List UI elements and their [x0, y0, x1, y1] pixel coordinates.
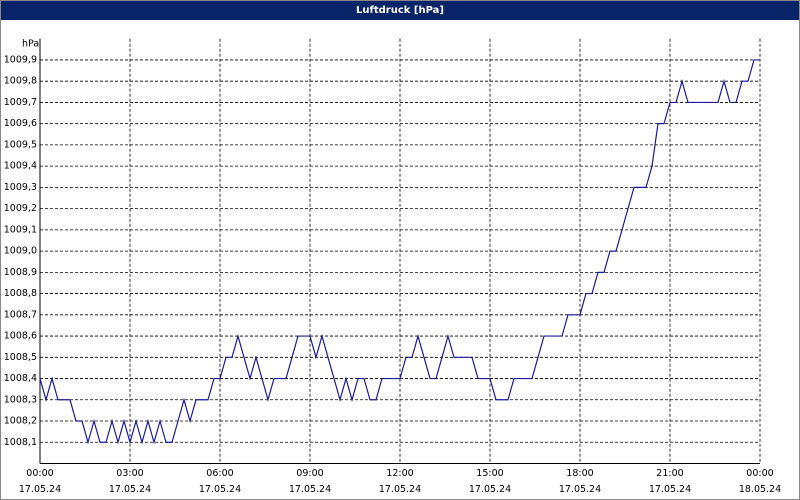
x-tick-label: 00:00	[26, 468, 53, 479]
y-tick-label: 1008,6	[4, 331, 37, 342]
y-tick-label: 1009,6	[4, 118, 37, 129]
y-tick-label: 1009,4	[4, 161, 37, 172]
data-line	[39, 59, 760, 445]
title-bar	[1, 1, 799, 20]
x-tick-label: 12:00	[386, 468, 413, 479]
x-tick-date: 18.05.24	[739, 484, 781, 495]
x-tick-label: 15:00	[476, 468, 503, 479]
x-tick-date: 17.05.24	[289, 484, 331, 495]
x-tick-date: 17.05.24	[649, 484, 691, 495]
y-tick-label: 1009,7	[4, 97, 37, 108]
x-tick-date: 17.05.24	[559, 484, 601, 495]
y-tick-label: 1008,3	[4, 394, 37, 405]
y-tick-label: 1008,7	[4, 309, 37, 320]
x-tick-date: 17.05.24	[109, 484, 151, 495]
y-tick-label: 1008,8	[4, 288, 37, 299]
x-tick-label: 03:00	[116, 468, 143, 479]
y-tick-label: 1008,9	[4, 267, 37, 278]
x-tick-label: 06:00	[206, 468, 233, 479]
x-tick-date: 17.05.24	[469, 484, 511, 495]
y-tick-label: 1008,4	[4, 373, 37, 384]
x-tick-label: 18:00	[566, 468, 593, 479]
y-tick-label: 1008,1	[4, 437, 37, 448]
y-tick-label: 1009,5	[4, 139, 37, 150]
x-tick-label: 00:00	[746, 468, 773, 479]
y-axis-label: hPa	[22, 39, 39, 50]
x-tick-date: 17.05.24	[199, 484, 241, 495]
y-tick-label: 1008,5	[4, 352, 37, 363]
y-tick-label: 1009,2	[4, 203, 37, 214]
y-tick-label: 1009,3	[4, 182, 37, 193]
x-tick-date: 17.05.24	[379, 484, 421, 495]
y-tick-label: 1009,0	[4, 246, 37, 257]
y-tick-label: 1009,9	[4, 54, 37, 65]
y-tick-label: 1008,2	[4, 416, 37, 427]
y-tick-label: 1009,1	[4, 224, 37, 235]
x-tick-label: 21:00	[656, 468, 683, 479]
x-tick-date: 17.05.24	[19, 484, 61, 495]
x-tick-label: 09:00	[296, 468, 323, 479]
chart-title: Luftdruck [hPa]	[356, 5, 444, 16]
y-tick-label: 1009,8	[4, 76, 37, 87]
